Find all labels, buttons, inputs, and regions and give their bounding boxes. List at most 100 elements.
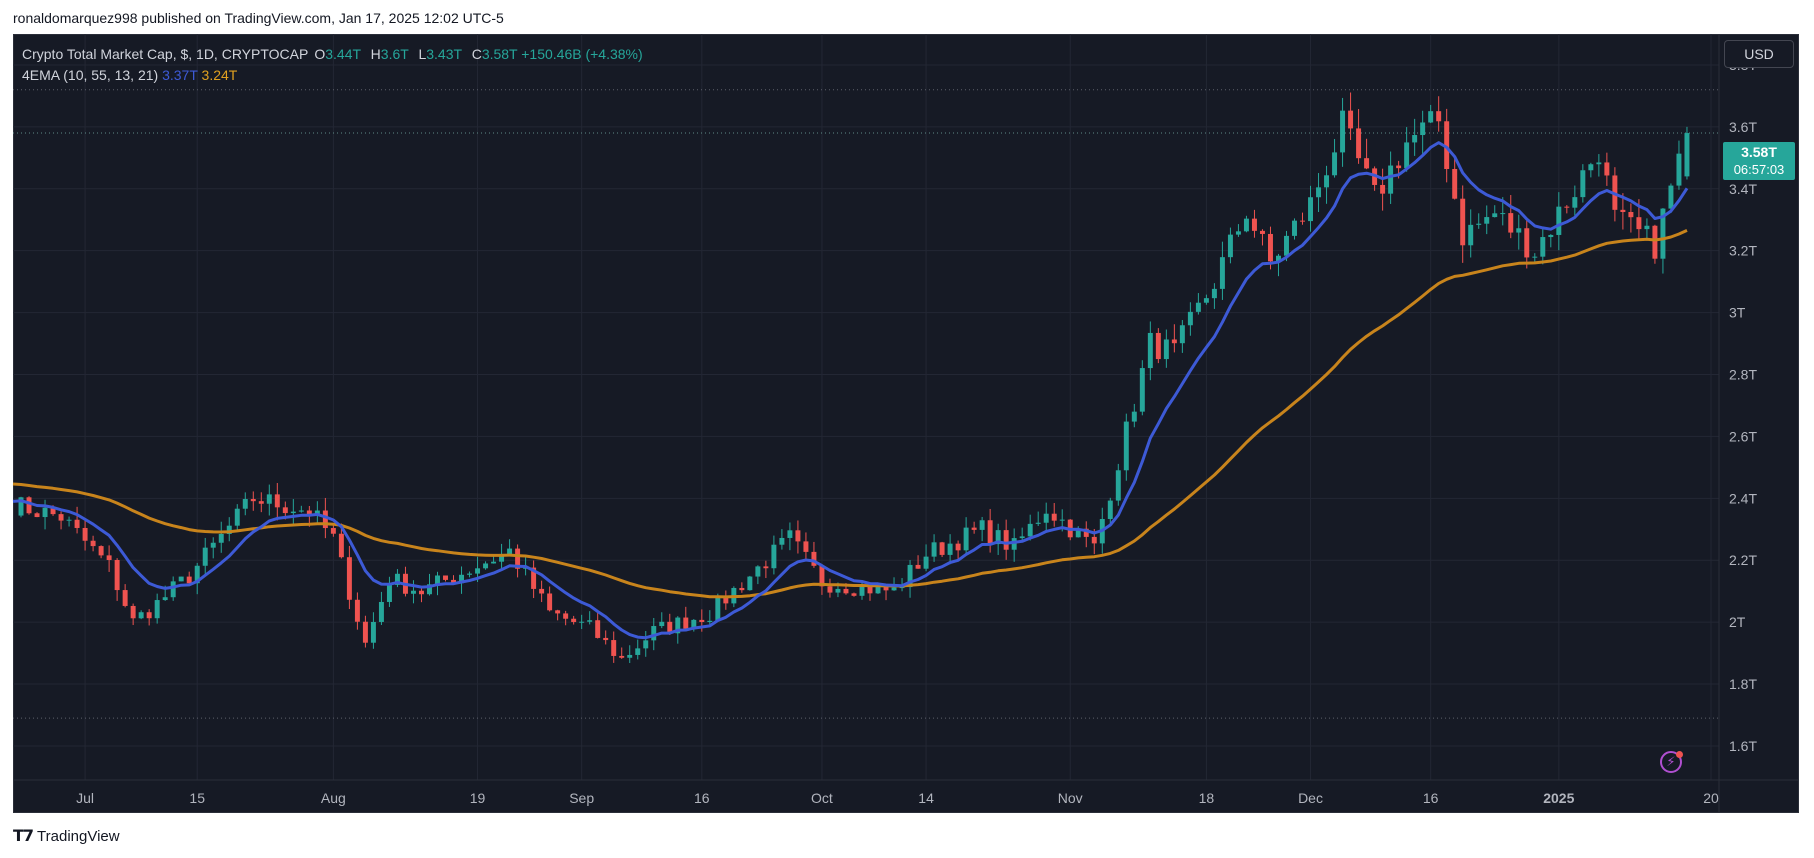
candle <box>1684 126 1690 180</box>
candle <box>242 492 248 516</box>
candle <box>723 590 729 610</box>
legend-low-label: L <box>418 46 427 62</box>
candle <box>378 591 384 625</box>
y-tick-label: 2T <box>1729 614 1746 630</box>
candle-body <box>1524 228 1530 258</box>
candle <box>66 516 72 527</box>
candle <box>443 575 448 582</box>
candle-body <box>1548 234 1554 238</box>
currency-button[interactable]: USD <box>1724 40 1794 68</box>
candle-body <box>138 612 144 619</box>
candle <box>114 558 120 601</box>
legend-indicator-name[interactable]: 4EMA (10, 55, 13, 21) <box>22 67 159 83</box>
candle <box>1316 173 1322 212</box>
legend-open-label: O <box>314 46 326 62</box>
candle-body <box>1139 368 1145 412</box>
candle-body <box>338 533 344 558</box>
candle-body <box>1179 325 1185 344</box>
candle <box>1324 165 1330 204</box>
legend-symbol[interactable]: Crypto Total Market Cap, $, 1D, CRYPTOCA… <box>22 46 309 62</box>
candle-body <box>258 501 264 504</box>
candle <box>234 504 240 531</box>
y-tick-label: 1.8T <box>1729 676 1757 692</box>
candle <box>1380 168 1386 211</box>
candle-body <box>1412 135 1418 143</box>
candle-body <box>1428 111 1434 123</box>
candle-body <box>50 507 56 515</box>
candle-body <box>603 637 609 641</box>
candle <box>971 521 977 534</box>
candle-body <box>1668 185 1674 209</box>
candle <box>1308 185 1314 232</box>
footer-brand[interactable]: 𝗧𝟳 TradingView <box>13 826 120 846</box>
candle <box>146 609 152 626</box>
candle <box>1219 241 1225 300</box>
candle <box>555 609 561 621</box>
y-tick-label: 2.4T <box>1729 490 1757 506</box>
candle-body <box>1019 536 1025 539</box>
candle <box>370 612 376 649</box>
notification-dot <box>1676 751 1683 758</box>
lightning-icon[interactable]: ⚡ <box>1660 751 1682 773</box>
candle-body <box>1292 220 1297 236</box>
candle-body <box>1324 175 1330 188</box>
candle-body <box>459 574 465 584</box>
candle-body <box>675 617 681 634</box>
bar-countdown: 06:57:03 <box>1733 162 1785 177</box>
candle <box>467 571 473 578</box>
chart-panel[interactable] <box>13 34 1799 813</box>
candle <box>1348 92 1354 141</box>
candle-body <box>1259 230 1265 234</box>
x-tick-label: 15 <box>189 790 205 806</box>
ema-lines <box>12 141 1689 640</box>
candle <box>547 586 553 612</box>
candle <box>226 517 232 542</box>
candle <box>915 555 921 569</box>
candle-body <box>1035 522 1041 524</box>
candle <box>58 511 64 530</box>
candle <box>787 522 793 551</box>
candle-body <box>1620 209 1626 213</box>
candle-body <box>787 530 793 538</box>
candle <box>138 610 144 620</box>
candle-body <box>1596 162 1602 165</box>
candle-body <box>42 507 48 518</box>
candle-body <box>947 543 953 555</box>
candle-body <box>386 584 392 602</box>
candle-body <box>1308 197 1314 222</box>
candle-body <box>1043 513 1049 523</box>
candle <box>1107 497 1113 527</box>
candle-body <box>1123 421 1129 471</box>
candle-body <box>210 542 216 548</box>
time-axis: Jul 15 Aug 19 Sep 16 Oct 14 Nov 18 Dec 16 2025 20 <box>13 779 1799 806</box>
candle-body <box>394 573 400 585</box>
candle <box>122 584 128 608</box>
candle <box>1644 218 1650 241</box>
candle-body <box>1492 213 1498 218</box>
x-tick-label: Nov <box>1058 790 1083 806</box>
candle <box>987 508 993 553</box>
candle <box>330 525 336 537</box>
candle <box>1027 514 1033 541</box>
candle <box>715 593 721 622</box>
candle-body <box>26 497 32 514</box>
candle-body <box>955 543 961 551</box>
x-tick-label: 2025 <box>1543 790 1574 806</box>
candle <box>795 520 801 554</box>
candle-body <box>1588 164 1594 171</box>
candle-body <box>202 547 208 566</box>
candle-body <box>531 567 537 589</box>
candle-body <box>963 527 969 551</box>
candle <box>827 578 833 598</box>
candle <box>1243 215 1249 233</box>
candle-body <box>1163 339 1169 360</box>
candle-body <box>1572 197 1578 208</box>
legend-high-value: 3.6T <box>380 46 409 62</box>
candle <box>1484 205 1490 235</box>
candle <box>923 544 929 572</box>
candle-body <box>667 621 673 634</box>
candle-body <box>1484 217 1490 224</box>
candle <box>1203 294 1209 305</box>
candle-body <box>154 600 160 619</box>
